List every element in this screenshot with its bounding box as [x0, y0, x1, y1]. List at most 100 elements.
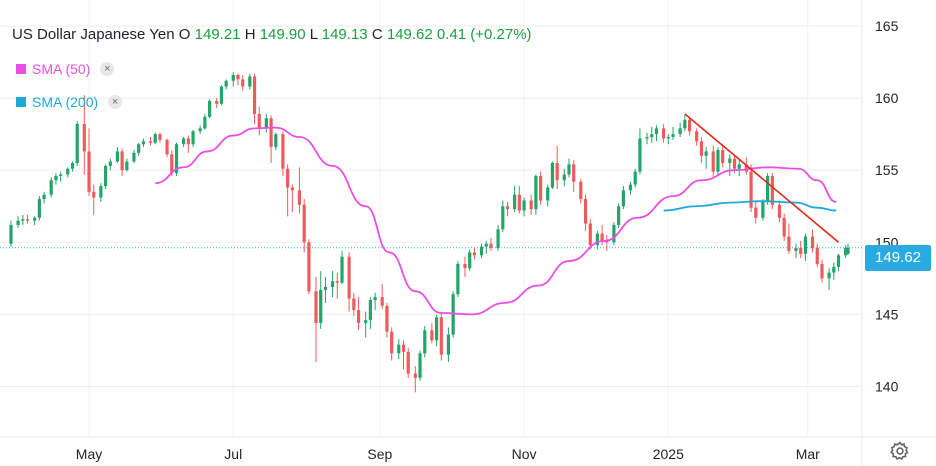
candle-body — [787, 236, 791, 251]
candle-body — [517, 194, 521, 211]
remove-sma50-icon[interactable]: × — [100, 62, 115, 76]
candle-body — [782, 217, 786, 237]
candle-body — [737, 164, 741, 169]
candle-body — [208, 100, 212, 117]
candle-body — [241, 79, 245, 87]
candle-body — [638, 138, 642, 172]
candle-body — [290, 187, 294, 191]
candle-body — [264, 118, 268, 129]
candle-body — [832, 266, 836, 273]
candle-body — [153, 134, 157, 143]
legend-sma50[interactable]: SMA (50) × — [16, 61, 115, 77]
candle-body — [794, 248, 798, 251]
candle-body — [307, 242, 311, 292]
candle-body — [496, 229, 500, 249]
candle-body — [699, 141, 704, 156]
candle-body — [617, 206, 621, 225]
candle-body — [319, 289, 323, 324]
candle-body — [219, 86, 224, 104]
y-tick-label: 155 — [875, 162, 899, 178]
candle-body — [286, 168, 290, 188]
sma200-swatch — [16, 97, 26, 107]
candle-body — [522, 200, 526, 211]
sma200-line — [663, 200, 837, 212]
candle-body — [484, 243, 488, 247]
low-label: L — [309, 26, 318, 43]
candle-body — [595, 233, 599, 246]
candle-body — [25, 219, 30, 221]
y-tick-label: 145 — [875, 306, 899, 322]
candle-body — [132, 152, 136, 162]
candle-body — [423, 330, 427, 354]
candle-body — [600, 233, 604, 241]
candle-body — [430, 330, 434, 341]
candle-body — [650, 134, 654, 138]
candle-body — [555, 162, 559, 181]
candle-body — [49, 180, 53, 195]
candle-body — [456, 263, 460, 295]
legend-sma200[interactable]: SMA (200) × — [16, 94, 123, 110]
symbol-name: US Dollar Japanese Yen — [12, 26, 175, 43]
candle-body — [231, 74, 235, 81]
candle-body — [302, 204, 306, 243]
candle-body — [633, 171, 637, 185]
candle-body — [678, 128, 682, 135]
x-tick-label: May — [76, 446, 102, 462]
open-label: O — [178, 26, 191, 43]
high-value: 149.90 — [259, 26, 306, 43]
candle-body — [844, 248, 848, 256]
candle-body — [687, 119, 692, 132]
candle-body — [92, 191, 96, 198]
candle-body — [583, 199, 588, 224]
candle-body — [120, 151, 124, 171]
candle-body — [335, 281, 339, 283]
candle-body — [721, 149, 725, 163]
candle-body — [158, 134, 162, 140]
candle-body — [87, 151, 91, 192]
y-tick-label: 165 — [875, 18, 899, 34]
candle-body — [418, 353, 422, 378]
candle-body — [529, 200, 533, 210]
candlesticks — [9, 72, 850, 393]
candle-body — [754, 207, 758, 218]
candle-body — [567, 164, 571, 175]
low-value: 149.13 — [321, 26, 368, 43]
candle-body — [621, 190, 625, 207]
candle-body — [695, 131, 699, 142]
candle-body — [628, 184, 633, 191]
candle-body — [137, 144, 141, 153]
candle-body — [562, 174, 566, 181]
candle-body — [744, 164, 748, 172]
candle-body — [42, 194, 46, 200]
trendline — [684, 113, 840, 243]
candle-body — [75, 124, 79, 163]
ohlc-header: US Dollar Japanese Yen O 149.21 H 149.90… — [12, 26, 532, 43]
candle-body — [704, 151, 708, 156]
candle-body — [224, 80, 228, 87]
candle-body — [572, 164, 576, 182]
candle-body — [846, 247, 850, 254]
candle-body — [368, 299, 372, 321]
candle-body — [468, 252, 472, 269]
candle-body — [539, 175, 543, 201]
y-tick-label: 140 — [875, 379, 899, 395]
candle-body — [103, 165, 108, 187]
gear-icon[interactable] — [889, 440, 911, 462]
last-price-tag: 149.62 — [865, 245, 931, 271]
indicator-lines — [155, 113, 840, 316]
candle-body — [732, 158, 737, 169]
x-tick-label: 2025 — [653, 446, 684, 462]
x-tick-label: Mar — [796, 446, 820, 462]
candle-body — [397, 344, 401, 354]
candle-body — [257, 113, 261, 129]
candle-body — [330, 281, 335, 288]
candle-body — [182, 138, 186, 145]
candle-body — [579, 181, 583, 200]
remove-sma200-icon[interactable]: × — [108, 95, 123, 109]
change-value: 0.41 (+0.27%) — [436, 26, 532, 43]
candle-body — [248, 76, 252, 87]
sma50-label: SMA (50) — [32, 61, 91, 77]
